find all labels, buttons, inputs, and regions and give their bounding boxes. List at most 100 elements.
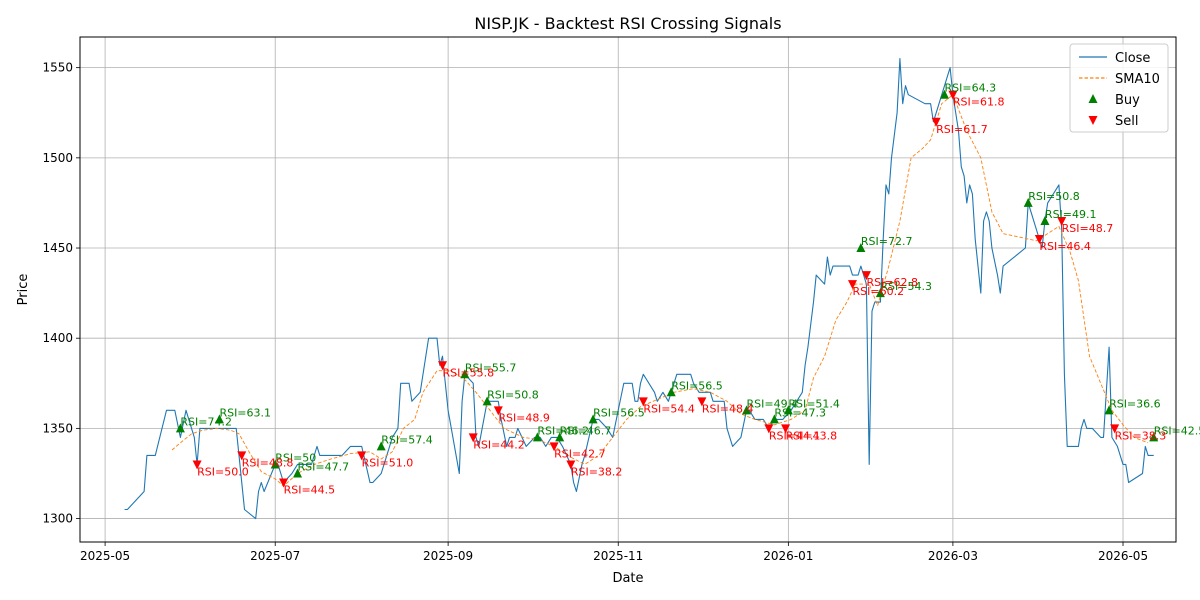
buy-rsi-label: RSI=49.4 [747,397,799,410]
sell-marker [237,451,247,461]
sell-marker [638,397,648,407]
sell-rsi-label: RSI=61.8 [953,96,1005,109]
buy-marker [783,405,793,415]
buy-rsi-label: RSI=50.8 [1028,190,1080,203]
buy-marker [482,396,492,406]
buy-rsi-label: RSI=56.5 [671,379,723,392]
sell-marker [781,424,791,434]
y-tick-label: 1400 [42,331,73,345]
sell-rsi-label: RSI=55.8 [443,366,495,379]
buy-rsi-label: RSI=50 [275,451,316,464]
sell-marker [549,442,559,452]
buy-rsi-label: RSI=56.5 [593,406,645,419]
sell-marker [847,280,857,290]
sell-rsi-label: RSI=48.7 [1062,222,1114,235]
buy-rsi-label: RSI=51.4 [788,397,840,410]
chart-title: NISP.JK - Backtest RSI Crossing Signals [474,14,781,33]
sell-rsi-label: RSI=46.4 [1039,240,1091,253]
grid-lines [80,37,1176,542]
sell-rsi-label: RSI=38.2 [571,465,623,478]
y-tick-label: 1350 [42,421,73,435]
buy-marker [460,369,470,379]
buy-rsi-label: RSI=36.6 [1109,397,1161,410]
buy-marker [175,423,185,433]
buy-marker [1023,197,1033,207]
sell-marker [861,271,871,281]
legend-close-label: Close [1115,51,1150,66]
buy-rsi-label: RSI=57.4 [381,433,433,446]
sell-marker [697,397,707,407]
sell-marker [1034,235,1044,244]
sell-rsi-label: RSI=60.2 [852,285,904,298]
legend-sell-swatch [1088,116,1098,125]
y-tick-label: 1300 [42,512,73,526]
sell-marker [279,478,289,488]
buy-marker [1104,405,1114,415]
sell-marker [468,433,478,443]
sell-rsi-label: RSI=38.3 [1115,429,1167,442]
sell-rsi-label: RSI=44.2 [473,438,525,451]
buy-marker [1149,432,1159,442]
buy-marker [214,414,224,424]
y-tick-label: 1450 [42,241,73,255]
sell-marker [1057,216,1067,226]
buy-marker [742,405,752,415]
x-tick-label: 2025-09 [423,549,473,563]
buy-marker [769,414,779,424]
buy-marker [875,288,885,298]
plot-frame [79,36,1177,543]
buy-marker [555,432,565,442]
buy-rsi-label: RSI=42.5 [1154,424,1200,437]
x-tick-label: 2025-11 [593,549,643,563]
x-axis-ticks: 2025-05 2025-07 2025-09 2025-11 2026-01 2026-… [80,542,1148,563]
sell-rsi-label: RSI=61.7 [936,123,988,136]
x-tick-label: 2025-05 [80,549,130,563]
buy-marker [293,468,303,478]
sell-rsi-label: RSI=54.4 [643,402,695,415]
sell-rsi-label: RSI=44.1 [769,429,821,442]
buy-rsi-label: RSI=72.7 [861,235,913,248]
buy-rsi-label: RSI=54.3 [880,280,932,293]
buy-rsi-label: RSI=64.3 [945,82,997,95]
sell-rsi-label: RSI=48.9 [498,411,550,424]
sma10-line [171,94,1149,487]
sell-rsi-label: RSI=62.8 [866,276,918,289]
x-tick-label: 2025-07 [250,549,300,563]
series-layer [124,58,1154,520]
signal-markers [175,89,1159,488]
buy-rsi-label: RSI=55.7 [465,361,517,374]
x-tick-label: 2026-01 [763,549,813,563]
sell-rsi-label: RSI=42.7 [554,447,606,460]
buy-marker [588,414,598,424]
sell-rsi-label: RSI=48.4 [702,402,754,415]
buy-rsi-label: RSI=63.1 [219,406,271,419]
legend-sma10-label: SMA10 [1115,72,1160,87]
buy-rsi-label: RSI=47.7 [298,460,350,473]
sell-marker [493,406,503,416]
sell-marker [931,117,941,127]
sell-rsi-label: RSI=51.0 [362,456,414,469]
y-tick-label: 1500 [42,151,73,165]
sell-marker [438,361,448,371]
sell-marker [357,451,367,461]
sell-marker [1110,424,1120,434]
buy-rsi-label: RSI=46.7 [560,424,612,437]
legend-buy-swatch [1088,94,1098,103]
legend-sell-label: Sell [1115,114,1138,129]
buy-rsi-label: RSI=50.8 [487,388,539,401]
buy-rsi-label: RSI=74.2 [180,415,232,428]
x-axis-label: Date [612,571,643,586]
buy-marker [940,89,950,99]
sell-rsi-label: RSI=43.8 [786,429,838,442]
buy-marker [270,459,280,469]
buy-marker [376,441,386,451]
legend-box [1069,43,1169,133]
y-axis-label: Price [16,274,31,306]
buy-rsi-label: RSI=47.3 [774,406,826,419]
close-line [124,58,1154,520]
buy-marker [1040,215,1050,225]
buy-rsi-label: RSI=46.2 [537,424,589,437]
y-axis-ticks: 1300 1350 1400 1450 1500 1550 [42,61,80,526]
